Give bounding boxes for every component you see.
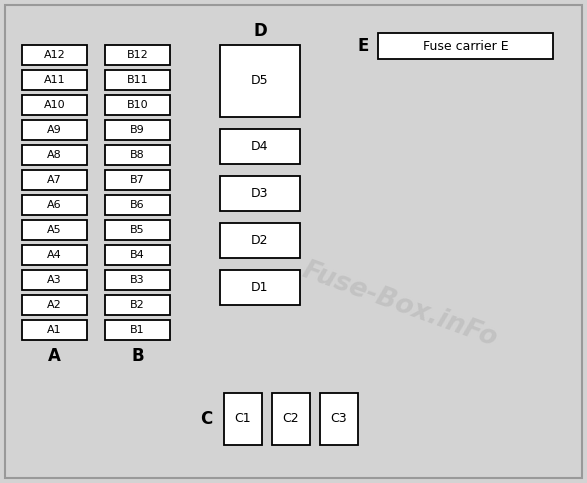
Text: A7: A7 [47, 175, 62, 185]
Bar [220, 270, 300, 305]
Text: A6: A6 [47, 200, 62, 210]
Bar [378, 33, 553, 59]
Text: B6: B6 [130, 200, 145, 210]
Bar [22, 195, 87, 215]
Text: A1: A1 [47, 325, 62, 335]
Text: D5: D5 [251, 74, 269, 87]
Text: D: D [253, 22, 267, 40]
Bar [22, 220, 87, 240]
Text: A3: A3 [47, 275, 62, 285]
Bar [105, 45, 170, 65]
Bar [105, 195, 170, 215]
Bar [22, 120, 87, 140]
Text: A10: A10 [43, 100, 65, 110]
Bar [22, 270, 87, 290]
Text: D3: D3 [251, 187, 269, 200]
Text: A12: A12 [43, 50, 65, 60]
Text: B4: B4 [130, 250, 145, 260]
Bar [22, 245, 87, 265]
Bar [105, 70, 170, 90]
Text: E: E [357, 37, 369, 55]
Text: C: C [200, 410, 212, 428]
Text: B9: B9 [130, 125, 145, 135]
Text: B2: B2 [130, 300, 145, 310]
Bar [320, 393, 358, 445]
Bar [22, 145, 87, 165]
Bar [105, 145, 170, 165]
Text: A2: A2 [47, 300, 62, 310]
Bar [22, 295, 87, 315]
Bar [105, 220, 170, 240]
Bar [22, 45, 87, 65]
Text: D2: D2 [251, 234, 269, 247]
Text: B8: B8 [130, 150, 145, 160]
Bar [105, 320, 170, 340]
Text: C3: C3 [330, 412, 348, 426]
Bar [224, 393, 262, 445]
Text: B: B [131, 347, 144, 365]
Text: A5: A5 [47, 225, 62, 235]
Bar [105, 120, 170, 140]
Bar [220, 223, 300, 258]
Text: A: A [48, 347, 61, 365]
Bar [220, 129, 300, 164]
Bar [105, 295, 170, 315]
Text: A8: A8 [47, 150, 62, 160]
Text: A4: A4 [47, 250, 62, 260]
Bar [105, 95, 170, 115]
Text: B11: B11 [127, 75, 149, 85]
Bar [220, 176, 300, 211]
Text: D4: D4 [251, 140, 269, 153]
Bar [272, 393, 310, 445]
Text: B7: B7 [130, 175, 145, 185]
Text: A11: A11 [43, 75, 65, 85]
Text: B10: B10 [127, 100, 149, 110]
Text: C1: C1 [235, 412, 251, 426]
Bar [105, 170, 170, 190]
Bar [105, 270, 170, 290]
Bar [22, 70, 87, 90]
Bar [22, 95, 87, 115]
Bar [105, 245, 170, 265]
Text: D1: D1 [251, 281, 269, 294]
Bar [22, 170, 87, 190]
Text: Fuse carrier E: Fuse carrier E [423, 40, 508, 53]
Bar [220, 45, 300, 117]
Text: C2: C2 [283, 412, 299, 426]
Text: A9: A9 [47, 125, 62, 135]
Text: B1: B1 [130, 325, 145, 335]
Text: B3: B3 [130, 275, 145, 285]
Text: B12: B12 [127, 50, 149, 60]
Text: B5: B5 [130, 225, 145, 235]
Text: Fuse-Box.inFo: Fuse-Box.inFo [299, 257, 501, 353]
Bar [22, 320, 87, 340]
